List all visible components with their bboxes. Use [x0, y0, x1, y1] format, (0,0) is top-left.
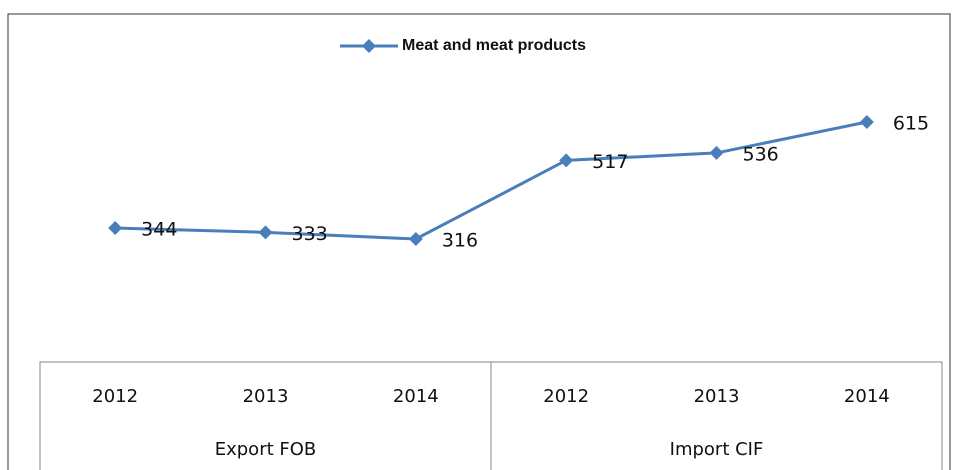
- data-label: 316: [442, 230, 478, 252]
- x-tick-label: 2012: [543, 386, 589, 407]
- legend-marker: [362, 39, 376, 53]
- chart-frame: [7, 13, 951, 470]
- data-label: 615: [893, 113, 929, 135]
- series-line: [115, 120, 868, 241]
- data-label: 344: [141, 219, 177, 241]
- marker: [258, 225, 273, 240]
- legend-label: Meat and meat products: [402, 37, 586, 54]
- data-label: 517: [592, 151, 628, 173]
- marker: [559, 153, 574, 168]
- data-label: 536: [743, 143, 779, 165]
- marker: [859, 115, 874, 129]
- x-tick-label: 2014: [844, 386, 890, 407]
- x-tick-label: 2014: [393, 386, 439, 407]
- marker: [408, 232, 423, 246]
- marker: [709, 145, 724, 160]
- group-label: Import CIF: [670, 439, 764, 460]
- x-tick-label: 2013: [243, 386, 289, 407]
- x-tick-label: 2013: [694, 386, 740, 407]
- x-tick-label: 2012: [92, 386, 138, 407]
- marker: [108, 221, 123, 236]
- data-label: 333: [292, 223, 328, 245]
- group-label: Export FOB: [215, 439, 317, 460]
